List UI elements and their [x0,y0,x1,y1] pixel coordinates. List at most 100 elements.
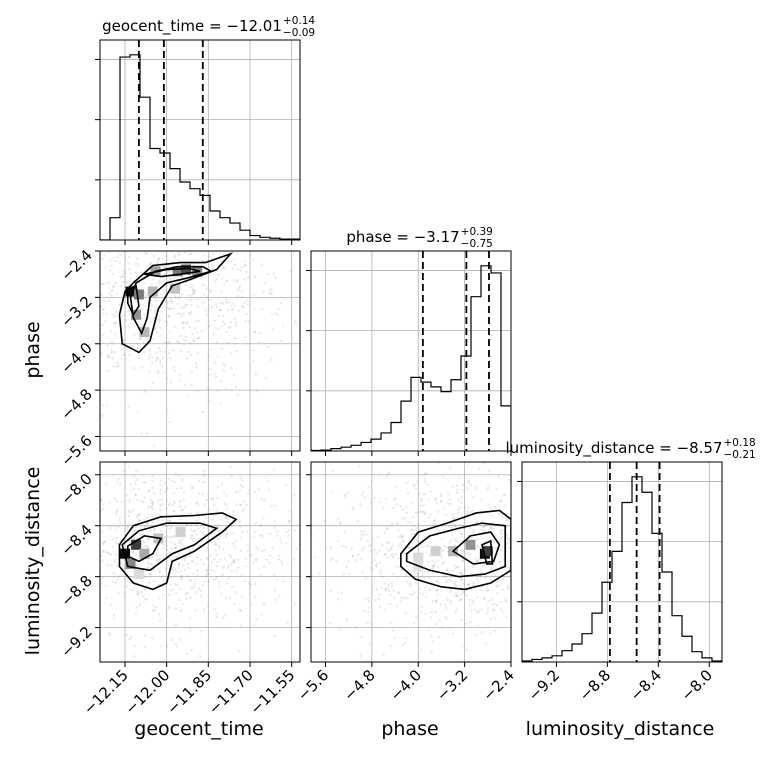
sample-point [184,559,187,562]
sample-point [238,520,242,523]
sample-point [360,530,363,533]
sample-point [207,508,211,512]
sample-point [89,290,91,292]
sample-point [430,635,433,638]
sample-point [94,563,96,565]
sample-point [406,520,410,524]
sample-point [163,273,167,276]
sample-point [233,317,236,321]
sample-point [101,334,105,337]
sample-point [264,243,266,245]
sample-point [323,519,326,523]
sample-point [114,540,117,544]
sample-point [233,241,235,243]
sample-point [405,636,408,640]
sample-point [460,571,463,575]
sample-point [139,214,141,216]
sample-point [153,310,156,313]
sample-point [126,281,129,285]
sample-point [483,575,487,579]
contour-phase-vs-luminosity-distance-0 [400,509,511,591]
sample-point [422,474,426,477]
sample-point [53,520,55,522]
sample-point [102,541,106,544]
sample-point [534,594,536,596]
sample-point [651,595,653,597]
sample-point [101,308,105,312]
sample-point [471,565,474,569]
sample-point [410,521,413,525]
sample-point [168,420,171,424]
histogram-phase [311,265,511,451]
sample-point [216,191,218,193]
sample-point [168,519,171,523]
sample-point [156,196,158,198]
sample-point [270,288,273,291]
sample-point [119,521,122,525]
sample-point [508,478,511,482]
sample-point [171,638,174,642]
contour-phase-vs-luminosity-distance-2 [451,531,501,565]
sample-point [255,545,258,549]
sample-point [55,551,57,553]
sample-point [156,548,159,551]
sample-point [134,262,138,266]
sample-point [153,212,155,214]
sample-point [503,494,506,497]
sample-point [245,503,249,507]
sample-point [516,466,518,468]
sample-point [110,340,114,344]
sample-point [302,495,304,497]
sample-point [491,538,495,542]
sample-point [304,585,306,587]
sample-point [64,470,66,472]
sample-point [215,615,218,619]
sample-point [159,361,162,365]
sample-point [228,326,231,329]
sample-point [469,483,472,487]
sample-point [165,500,168,503]
sample-point [144,252,147,255]
sample-point [205,313,209,317]
sample-point [168,594,171,597]
sample-point [176,302,179,306]
sample-point [461,590,465,594]
sample-point [107,280,110,284]
sample-point [174,642,178,646]
sample-point [222,565,225,568]
sample-point [194,456,196,458]
sample-point [397,544,400,548]
sample-point [166,488,169,491]
sample-point [108,501,112,504]
sample-point [490,578,493,581]
sample-point [92,274,94,276]
sample-point [173,502,177,505]
sample-point [191,332,194,336]
sample-point [551,607,553,609]
sample-point [270,358,273,362]
sample-point [428,554,431,558]
sample-point [160,644,163,648]
sample-point [270,292,273,295]
sample-point [184,335,187,339]
sample-point [178,500,182,503]
sample-point [461,533,464,536]
sample-point [114,512,118,515]
sample-point [101,257,104,261]
sample-point [366,533,369,536]
sample-point [63,558,65,560]
sample-point [184,592,187,595]
sample-point [46,293,48,295]
sample-point [141,318,144,321]
sample-point [77,553,79,555]
sample-point [139,225,141,227]
sample-point [183,321,186,325]
sample-point [254,373,258,376]
sample-point [177,253,181,256]
sample-point [453,585,457,588]
sample-point [559,567,561,569]
sample-point [169,307,172,311]
sample-point [514,548,516,550]
sample-point [565,538,567,540]
